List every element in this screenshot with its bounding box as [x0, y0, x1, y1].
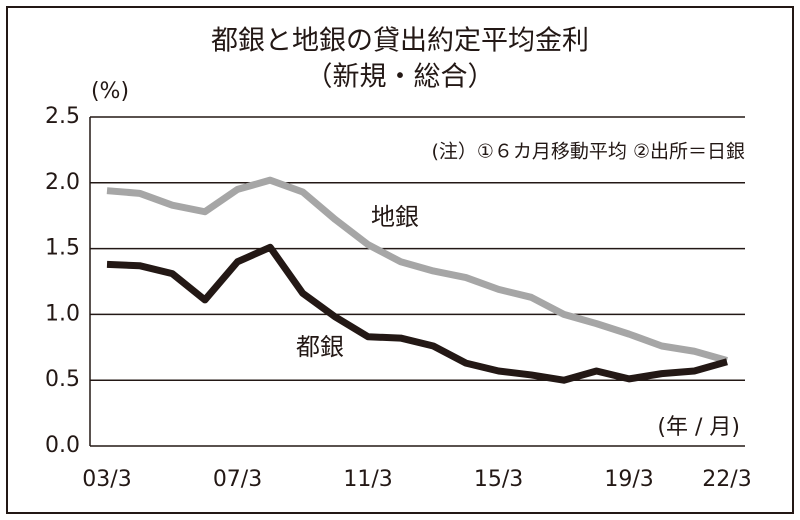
y-tick-label: 1.5	[45, 236, 80, 261]
y-tick-label: 1.0	[45, 301, 80, 326]
line	[106, 176, 728, 364]
x-unit: (年 / 月)	[657, 415, 740, 440]
series-label: 地銀	[371, 203, 419, 231]
line	[106, 243, 728, 384]
frame	[6, 6, 794, 514]
y-tick-label: 0.0	[45, 433, 80, 458]
series-label: 都銀	[296, 333, 344, 361]
x-tick-label: 15/3	[474, 467, 523, 492]
y-unit: (%)	[91, 79, 129, 104]
y-tick-label: 2.0	[45, 170, 80, 195]
chart-subtitle: （新規・総合）	[306, 62, 495, 93]
x-tick-label: 07/3	[213, 467, 262, 492]
x-tick-label: 22/3	[702, 467, 751, 492]
chart-title: 都銀と地銀の貸出約定平均金利	[211, 26, 589, 57]
y-tick-label: 0.5	[45, 367, 80, 392]
x-tick-label: 11/3	[343, 467, 392, 492]
annotation: (注）①６カ月移動平均 ②出所＝日銀	[431, 141, 745, 163]
x-tick-label: 19/3	[604, 467, 653, 492]
x-tick-label: 03/3	[82, 467, 131, 492]
y-tick-label: 2.5	[45, 104, 80, 129]
